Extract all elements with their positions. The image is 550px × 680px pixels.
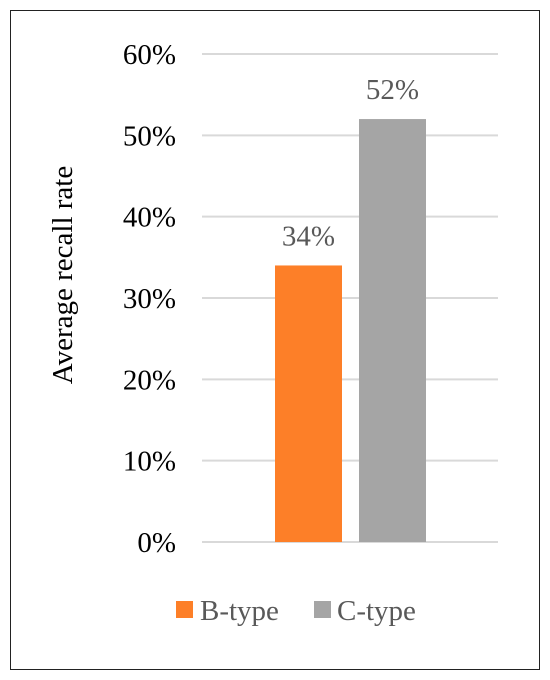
y-tick-label: 40% [123,202,176,234]
y-axis-title: Average recall rate [47,166,79,384]
legend-swatch [176,601,193,618]
y-tick-label: 30% [123,283,176,315]
data-label: 34% [282,220,335,252]
y-axis-ticks: 0% 10% 20% 30% 40% 50% 60% [123,39,176,559]
gridlines [202,53,498,543]
y-tick-label: 60% [123,39,176,71]
y-tick-label: 20% [123,364,176,396]
legend: B-type C-type [176,595,416,627]
y-tick-label: 50% [123,120,176,152]
legend-label: C-type [337,595,416,627]
y-tick-label: 0% [137,527,176,559]
legend-swatch [314,601,331,618]
bars [275,119,426,543]
data-labels: 34% 52% [282,74,419,252]
legend-label: B-type [200,595,279,627]
y-tick-label: 10% [123,446,176,478]
bar-b-type [275,265,342,542]
data-label: 52% [366,74,419,106]
bar-c-type [359,119,426,543]
